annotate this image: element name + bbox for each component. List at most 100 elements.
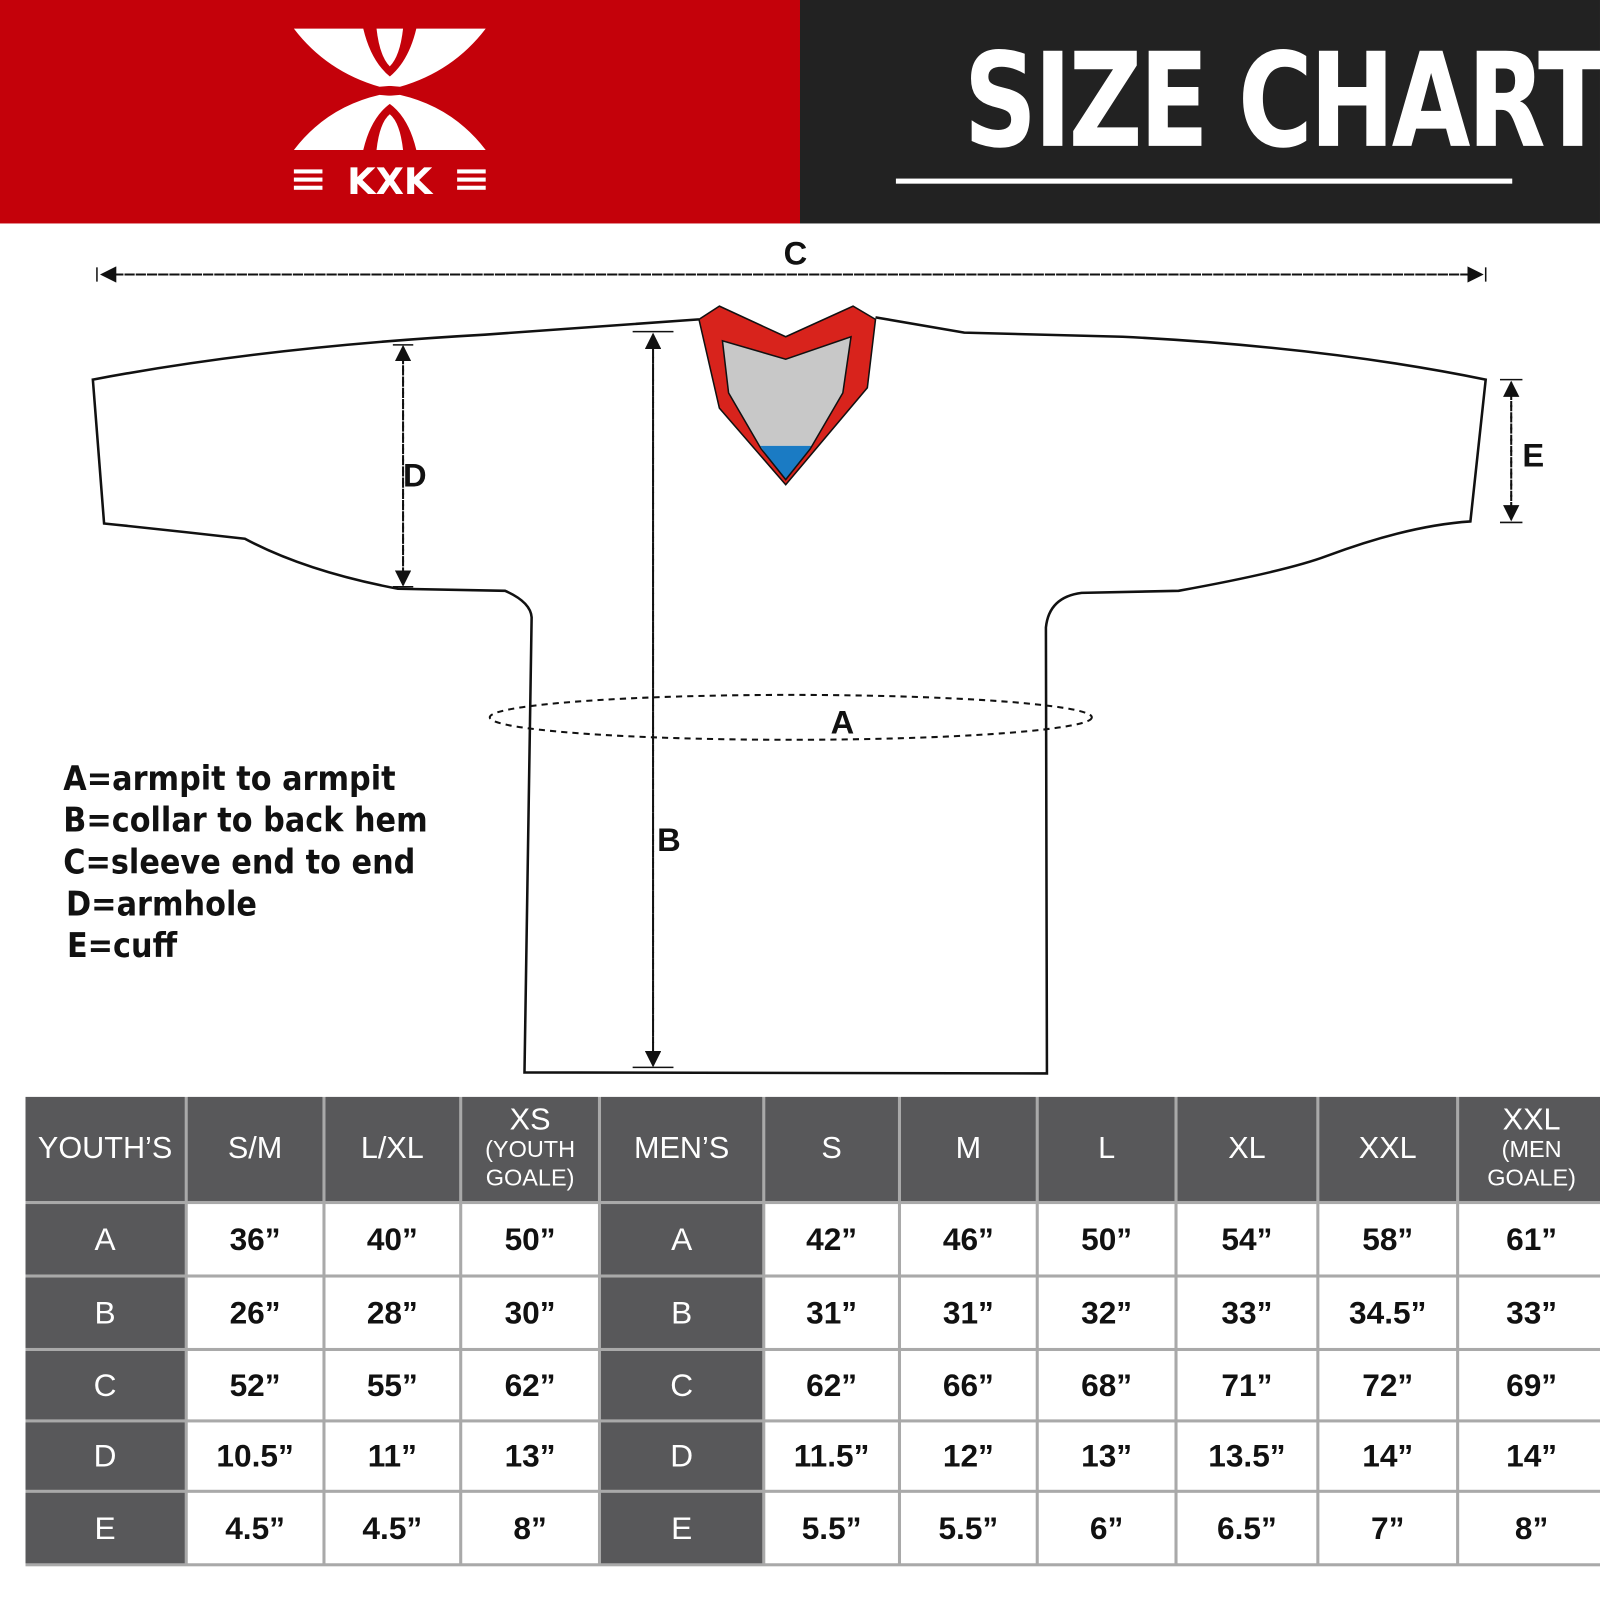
header-label: YOUTH’S [37,1131,173,1166]
header-label: XS [509,1103,551,1137]
row-label: B [601,1277,763,1348]
legend-item: A=armpit to armpit [63,758,396,798]
column-header: L/XL [325,1096,460,1202]
table-cell: 6” [1038,1492,1175,1564]
table-cell: 55” [325,1351,460,1420]
collar-trim [698,305,877,486]
table-cell: 4.5” [325,1492,460,1564]
column-header: S [765,1096,898,1202]
table-cell: 31” [901,1277,1036,1348]
table-cell: 26” [187,1277,323,1348]
table-cell: 52” [187,1351,323,1420]
table-cell: 50” [1038,1204,1175,1275]
header-label: XL [1228,1131,1266,1166]
table-cell: 8” [1459,1492,1600,1564]
row-label: A [601,1204,763,1275]
row-label: C [601,1351,763,1420]
table-cell: 11.5” [765,1422,898,1490]
table-cell: 61” [1459,1204,1600,1275]
table-cell: 46” [901,1204,1036,1275]
table-cell: 30” [462,1277,598,1348]
label-e: E [1522,436,1545,474]
brand-banner: KXK [0,0,800,224]
table-cell: 14” [1319,1422,1457,1490]
column-header: XXL [1319,1096,1457,1202]
table-cell: 4.5” [187,1492,323,1564]
label-b: B [657,821,681,859]
header-label: XXL [1502,1103,1561,1137]
table-cell: 72” [1319,1351,1457,1420]
table-cell: 33” [1177,1277,1317,1348]
label-c: C [783,234,808,272]
table-cell: 32” [1038,1277,1175,1348]
header-label: L/XL [360,1131,424,1166]
collar-inner [720,336,852,446]
table-cell: 13” [462,1422,598,1490]
legend-item: C=sleeve end to end [63,841,416,882]
header-label: L [1098,1131,1116,1166]
table-cell: 5.5” [901,1492,1036,1564]
label-a: A [830,704,855,741]
column-header: L [1038,1096,1175,1202]
table-cell: 68” [1038,1351,1175,1420]
logo-wordmark: KXK [347,160,434,203]
table-cell: 5.5” [765,1492,898,1564]
header-label: M [955,1131,982,1166]
table-cell: 13.5” [1177,1422,1317,1490]
legend-item: B=collar to back hem [63,799,428,840]
header-label: MEN’S [634,1131,730,1166]
header-label: XXL [1358,1131,1417,1166]
table-cell: 62” [765,1351,898,1420]
table-cell: 36” [187,1204,323,1275]
table-cell: 62” [462,1351,598,1420]
label-d: D [403,457,427,494]
table-cell: 8” [462,1492,598,1564]
title-underline [895,178,1513,184]
table-cell: 42” [765,1204,898,1275]
legend-item: E=cuff [66,925,178,966]
table-cell: 33” [1459,1277,1600,1348]
dimension-a-ellipse [488,693,1093,741]
title-banner [799,0,1600,224]
size-table: YOUTH’S S/M L/XL XS (YOUTH GOALE) MEN’S S M L XL X… [25,1096,1600,1567]
table-cell: 58” [1319,1204,1457,1275]
column-header: MEN’S [601,1096,763,1202]
row-label: E [25,1492,185,1564]
table-cell: 69” [1459,1351,1600,1420]
column-header: YOUTH’S [25,1096,185,1202]
column-header: XL [1177,1096,1317,1202]
column-header: XS (YOUTH GOALE) [462,1096,598,1202]
column-header: XXL (MEN GOALE) [1459,1096,1600,1202]
row-label: B [25,1277,185,1348]
table-cell: 7” [1319,1492,1457,1564]
header-sublabel: (MEN GOALE) [1487,1135,1576,1191]
legend-item: D=armhole [66,883,257,924]
row-label: A [25,1204,185,1275]
table-cell: 14” [1459,1422,1600,1490]
jersey-diagram [91,266,1523,1075]
header-label: S/M [227,1131,283,1166]
row-label: C [25,1351,185,1420]
column-header: S/M [187,1096,323,1202]
table-cell: 12” [901,1422,1036,1490]
row-label: D [601,1422,763,1490]
table-cell: 66” [901,1351,1036,1420]
table-cell: 71” [1177,1351,1317,1420]
row-label: D [25,1422,185,1490]
table-cell: 50” [462,1204,598,1275]
page-title: SIZE CHART [963,25,1600,178]
measurement-legend: A=armpit to armpit B=collar to back hem … [63,757,427,966]
table-cell: 10.5” [187,1422,323,1490]
table-cell: 6.5” [1177,1492,1317,1564]
table-cell: 31” [765,1277,898,1348]
table-cell: 54” [1177,1204,1317,1275]
table-cell: 13” [1038,1422,1175,1490]
header-label: S [821,1131,842,1166]
table-cell: 11” [325,1422,460,1490]
row-label: E [601,1492,763,1564]
table-cell: 28” [325,1277,460,1348]
table-cell: 40” [325,1204,460,1275]
column-header: M [901,1096,1036,1202]
kxk-logo: KXK [293,28,486,203]
